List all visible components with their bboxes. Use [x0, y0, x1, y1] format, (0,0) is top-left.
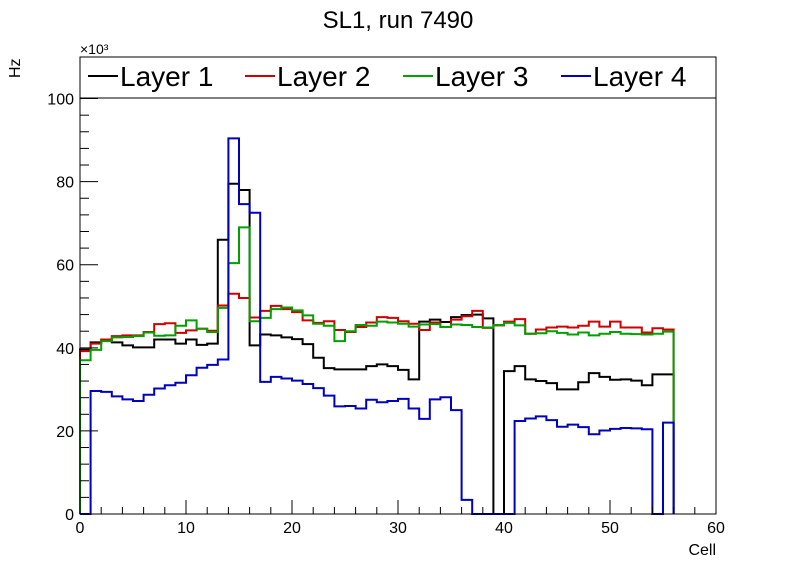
x-tick-label: 50: [601, 520, 619, 537]
legend-label-layer-2: Layer 2: [277, 61, 370, 92]
y-axis-label: Hz: [7, 58, 24, 78]
y-tick-label: 100: [47, 92, 74, 109]
axes-group: 0 10 20 30 40 50 60 0 20 40 60 80 100: [47, 57, 725, 537]
x-tick-label: 60: [707, 520, 725, 537]
y-tick-label: 0: [65, 507, 74, 524]
x-tick-label: 0: [76, 520, 85, 537]
legend-box: [79, 56, 717, 99]
series-group: [79, 137, 675, 515]
series-line-layer-2: [79, 292, 675, 514]
x-tick-label: 20: [283, 520, 301, 537]
legend-label-layer-3: Layer 3: [435, 61, 528, 92]
series-line-layer-1: [79, 182, 675, 515]
y-multiplier-label: ×10³: [80, 41, 109, 57]
plot-frame: [79, 56, 717, 515]
y-tick-label: 80: [56, 175, 74, 192]
legend-label-layer-4: Layer 4: [593, 61, 686, 92]
x-tick-label: 30: [389, 520, 407, 537]
y-tick-label: 60: [56, 258, 74, 275]
series-line-layer-3: [79, 226, 675, 514]
series-line-layer-4: [80, 137, 675, 515]
x-tick-label: 10: [177, 520, 195, 537]
legend-items: Layer 1 Layer 2 Layer 3 Layer 4: [88, 61, 686, 92]
chart-title: SL1, run 7490: [323, 7, 474, 34]
legend-label-layer-1: Layer 1: [120, 61, 213, 92]
x-axis-label: Cell: [688, 542, 716, 559]
x-tick-label: 40: [495, 520, 513, 537]
y-tick-label: 40: [56, 341, 74, 358]
y-tick-label: 20: [56, 424, 74, 441]
legend: Layer 1 Layer 2 Layer 3 Layer 4: [79, 56, 717, 99]
